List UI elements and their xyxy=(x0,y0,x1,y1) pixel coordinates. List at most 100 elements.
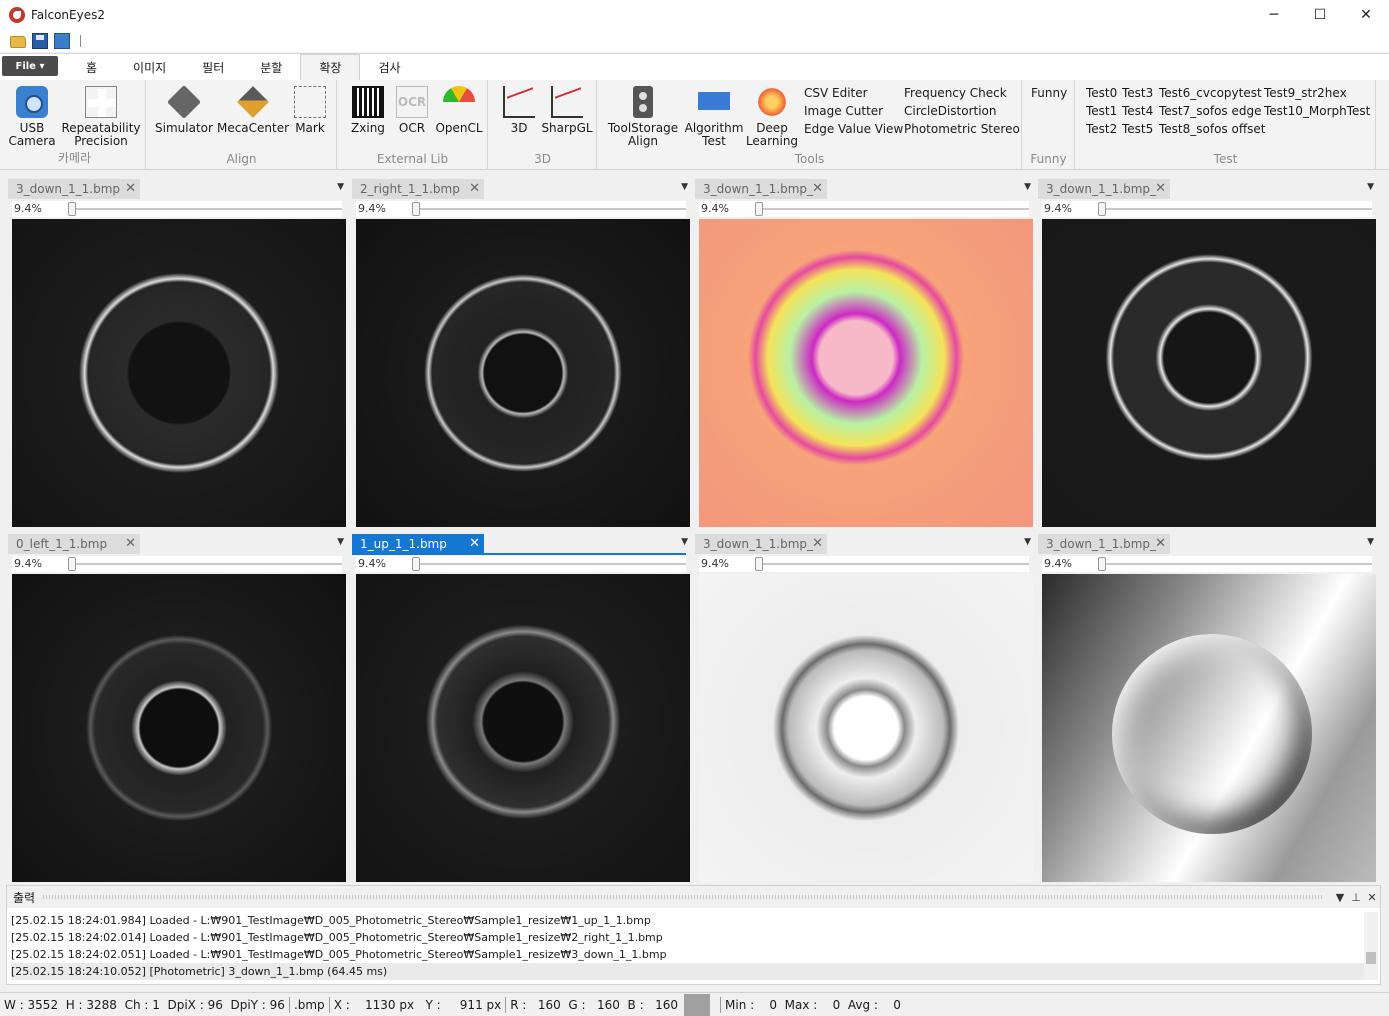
image-view[interactable] xyxy=(699,219,1033,527)
close-icon[interactable]: ✕ xyxy=(1367,890,1377,904)
close-icon[interactable]: ✕ xyxy=(125,181,136,196)
test5-item[interactable]: Test5 xyxy=(1122,122,1154,136)
test1-item[interactable]: Test1 xyxy=(1086,104,1118,118)
zoom-slider[interactable]: 9.4% xyxy=(699,556,1029,572)
close-icon[interactable]: ✕ xyxy=(469,181,480,196)
tab-home[interactable]: 홈 xyxy=(86,60,98,75)
panel-menu-icon[interactable]: ▼ xyxy=(337,537,344,547)
panel-tab[interactable]: 3_down_1_1.bmp_ ✕ xyxy=(1038,179,1170,199)
minimize-button[interactable]: ─ xyxy=(1269,7,1279,23)
panel-menu-icon[interactable]: ▼ xyxy=(1024,182,1031,192)
tab-image[interactable]: 이미지 xyxy=(133,60,167,75)
panel-menu-icon[interactable]: ▼ xyxy=(1367,182,1374,192)
tab-inspection[interactable]: 검사 xyxy=(378,60,401,75)
output-scrollbar[interactable] xyxy=(1364,912,1378,980)
zoom-thumb[interactable] xyxy=(68,202,76,216)
close-icon[interactable]: ✕ xyxy=(812,536,823,551)
repeatability-button[interactable]: Repeatability Precision xyxy=(60,86,142,148)
panel-tab[interactable]: 3_down_1_1.bmp ✕ xyxy=(8,179,140,199)
test7-item[interactable]: Test7_sofos edge xyxy=(1159,104,1262,118)
close-icon[interactable]: ✕ xyxy=(812,181,823,196)
panel-menu-icon[interactable]: ▼ xyxy=(1367,537,1374,547)
ocr-button[interactable]: OCR OCR xyxy=(392,86,432,135)
edge-value-view-item[interactable]: Edge Value View xyxy=(804,122,904,136)
3d-button[interactable]: 3D xyxy=(501,86,537,135)
group-align-label: Align xyxy=(226,152,257,166)
zoom-slider[interactable]: 9.4% xyxy=(12,556,342,572)
tab-filter[interactable]: 필터 xyxy=(202,60,225,75)
log-line-selected[interactable]: [25.02.15 18:24:10.052] [Photometric] 3_… xyxy=(11,963,1376,980)
file-menu-button[interactable]: File ▾ xyxy=(2,56,58,76)
close-button[interactable]: ✕ xyxy=(1360,7,1372,23)
tab-segment[interactable]: 분할 xyxy=(260,60,283,75)
test4-item[interactable]: Test4 xyxy=(1122,104,1154,118)
zoom-thumb[interactable] xyxy=(1098,202,1106,216)
simulator-button[interactable]: Simulator xyxy=(153,85,215,135)
panel-tab[interactable]: 3_down_1_1.bmp_ ✕ xyxy=(1038,534,1170,554)
pin-icon[interactable]: ⊥ xyxy=(1351,890,1361,904)
zoom-thumb[interactable] xyxy=(412,202,420,216)
save-all-icon[interactable] xyxy=(54,33,70,49)
frequency-check-item[interactable]: Frequency Check xyxy=(904,86,1007,100)
mark-button[interactable]: Mark xyxy=(291,86,329,135)
image-view[interactable] xyxy=(1042,219,1376,527)
opencl-button[interactable]: OpenCL xyxy=(434,86,484,135)
close-icon[interactable]: ✕ xyxy=(1155,536,1166,551)
zoom-thumb[interactable] xyxy=(412,557,420,571)
zoom-slider[interactable]: 9.4% xyxy=(12,201,342,217)
zxing-button[interactable]: Zxing xyxy=(346,86,390,135)
image-view[interactable] xyxy=(12,219,346,527)
mecacenter-button[interactable]: MecaCenter xyxy=(217,86,289,135)
funny-item[interactable]: Funny xyxy=(1031,86,1068,100)
test2-item[interactable]: Test2 xyxy=(1086,122,1118,136)
scrollbar-thumb[interactable] xyxy=(1366,952,1376,964)
close-icon[interactable]: ✕ xyxy=(469,536,480,551)
panel-tab-active[interactable]: 1_up_1_1.bmp ✕ xyxy=(352,534,484,554)
panel-tab[interactable]: 3_down_1_1.bmp_ ✕ xyxy=(695,534,827,554)
test10-item[interactable]: Test10_MorphTest xyxy=(1264,104,1371,118)
image-view[interactable] xyxy=(699,574,1033,882)
sharpgl-button[interactable]: SharpGL xyxy=(541,86,593,135)
open-folder-icon[interactable] xyxy=(10,36,26,48)
zoom-slider[interactable]: 9.4% xyxy=(356,556,686,572)
csv-editer-item[interactable]: CSV Editer xyxy=(804,86,868,100)
test0-item[interactable]: Test0 xyxy=(1086,86,1118,100)
usb-camera-button[interactable]: USB Camera xyxy=(8,86,56,148)
panel-tab[interactable]: 3_down_1_1.bmp_ ✕ xyxy=(695,179,827,199)
zoom-slider[interactable]: 9.4% xyxy=(356,201,686,217)
test3-item[interactable]: Test3 xyxy=(1122,86,1154,100)
close-icon[interactable]: ✕ xyxy=(1155,181,1166,196)
test8-item[interactable]: Test8_sofos offset xyxy=(1159,122,1266,136)
panel-menu-icon[interactable]: ▼ xyxy=(1024,537,1031,547)
test6-item[interactable]: Test6_cvcopytest xyxy=(1159,86,1262,100)
circle-distortion-item[interactable]: CircleDistortion xyxy=(904,104,997,118)
simulator-icon xyxy=(167,85,201,119)
zoom-slider[interactable]: 9.4% xyxy=(699,201,1029,217)
panel-tab[interactable]: 0_left_1_1.bmp ✕ xyxy=(8,534,140,554)
image-view[interactable] xyxy=(1042,574,1376,882)
test9-item[interactable]: Test9_str2hex xyxy=(1264,86,1347,100)
zoom-slider[interactable]: 9.4% xyxy=(1042,556,1372,572)
maximize-button[interactable]: ☐ xyxy=(1313,7,1327,23)
zoom-slider[interactable]: 9.4% xyxy=(1042,201,1372,217)
panel-menu-icon[interactable]: ▼ xyxy=(681,182,688,192)
zoom-thumb[interactable] xyxy=(755,202,763,216)
image-view[interactable] xyxy=(356,219,690,527)
deep-learning-button[interactable]: Deep Learning xyxy=(746,86,798,148)
image-cutter-item[interactable]: Image Cutter xyxy=(804,104,884,118)
image-view[interactable] xyxy=(12,574,346,882)
photometric-stereo-item[interactable]: Photometric Stereo xyxy=(904,122,1020,136)
close-icon[interactable]: ✕ xyxy=(125,536,136,551)
zoom-thumb[interactable] xyxy=(755,557,763,571)
algorithm-test-button[interactable]: Algorithm Test xyxy=(682,86,746,148)
tab-extension[interactable]: 확장 xyxy=(300,54,361,80)
zoom-thumb[interactable] xyxy=(68,557,76,571)
image-view[interactable] xyxy=(356,574,690,882)
toolstorage-button[interactable]: ToolStorage Align xyxy=(606,86,680,148)
panel-menu-icon[interactable]: ▼ xyxy=(337,182,344,192)
panel-tab[interactable]: 2_right_1_1.bmp ✕ xyxy=(352,179,484,199)
chevron-down-icon[interactable]: ▼ xyxy=(1335,890,1345,904)
zoom-thumb[interactable] xyxy=(1098,557,1106,571)
save-icon[interactable] xyxy=(32,33,48,49)
panel-menu-icon[interactable]: ▼ xyxy=(681,537,688,547)
